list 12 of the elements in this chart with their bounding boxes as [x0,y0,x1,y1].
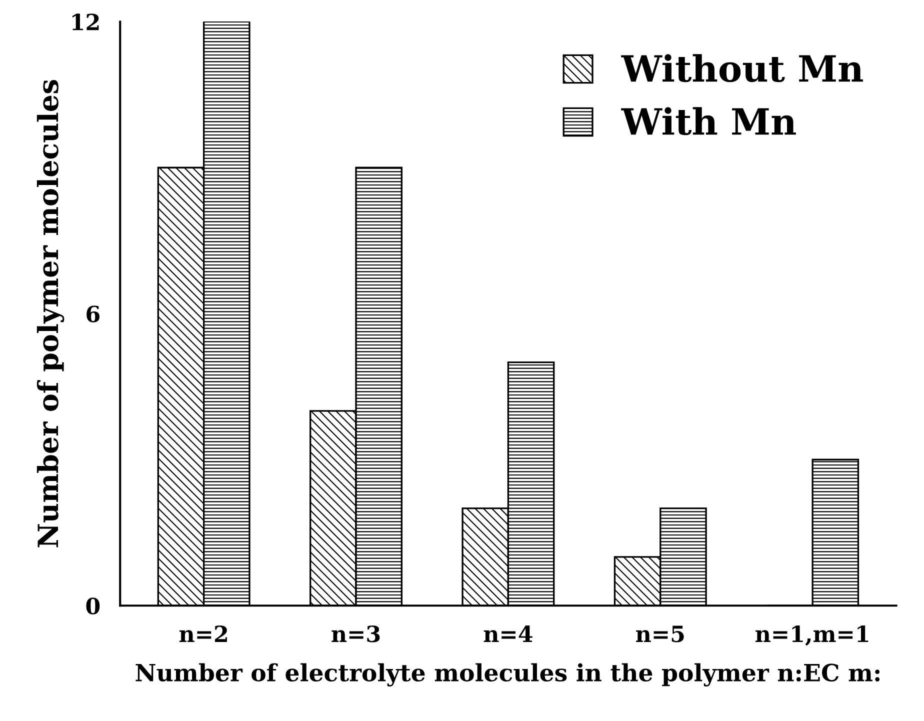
y-tick-label: 6 [86,306,100,322]
x-tick-label: n=4 [484,625,532,642]
x-tick-label: n=1,m=1 [756,625,868,646]
legend-label: Without Mn [621,54,863,82]
x-tick-label: n=5 [636,626,684,642]
legend-label: With Mn [621,107,796,136]
y-tick-label: 0 [86,598,100,614]
x-tick-label: n=2 [179,625,227,642]
y-axis-title: Number of polymer molecules [36,80,64,548]
y-tick-label: 12 [72,14,99,30]
x-tick-label: n=3 [332,625,380,642]
x-axis-title: Number of electrolyte molecules in the polymer n:EC m: [136,663,880,686]
